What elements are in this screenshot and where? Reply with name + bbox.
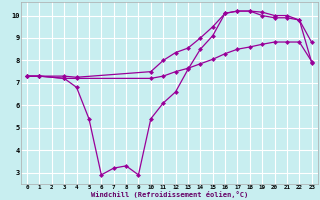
X-axis label: Windchill (Refroidissement éolien,°C): Windchill (Refroidissement éolien,°C) bbox=[91, 191, 248, 198]
